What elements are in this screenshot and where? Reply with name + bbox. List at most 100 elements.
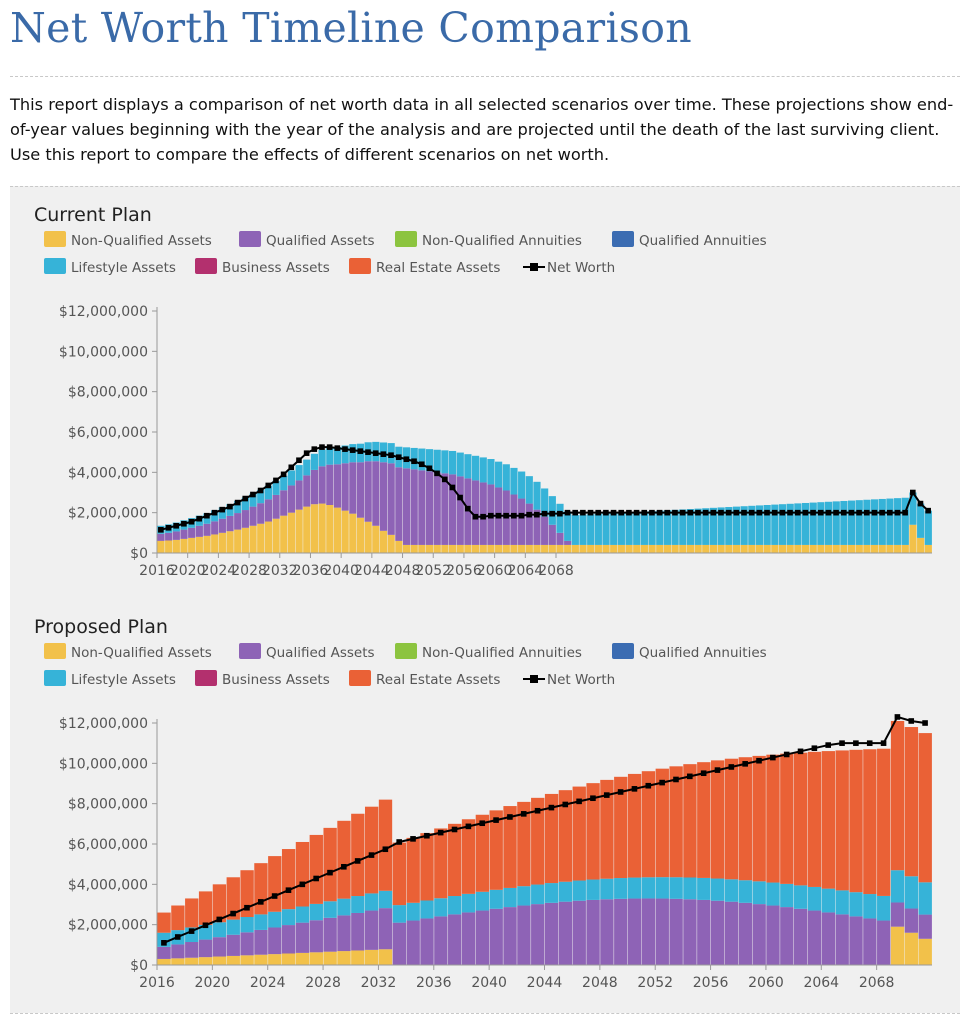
current-net-worth-point (158, 527, 164, 533)
current-bar-lifestyle-assets (525, 476, 533, 504)
current-net-worth-point (303, 450, 310, 456)
proposed-net-worth-point (230, 910, 236, 917)
current-bar-non-qualified-assets (571, 544, 579, 553)
current-net-worth-point (541, 510, 548, 517)
proposed-net-worth-point (216, 916, 223, 923)
proposed-bar-lifestyle-assets (849, 892, 863, 917)
current-net-worth-point (311, 446, 318, 452)
current-bar-lifestyle-assets (809, 502, 817, 545)
current-net-worth-point (810, 509, 816, 516)
current-bar-lifestyle-assets (280, 475, 288, 491)
current-bar-qualified-assets (195, 525, 203, 537)
current-bar-non-qualified-assets (663, 544, 672, 553)
proposed-net-worth-point (451, 826, 458, 833)
proposed-plan-chart: Proposed Plan Non-Qualified Assets Qualifi… (34, 616, 932, 991)
current-bar-qualified-assets (264, 499, 272, 522)
current-bar-qualified-assets (395, 467, 403, 541)
current-net-worth-point (181, 520, 187, 527)
current-bar-non-qualified-assets (778, 544, 787, 553)
proposed-net-worth-point (770, 754, 776, 761)
current-bar-qualified-assets (226, 515, 234, 532)
proposed-net-worth-point (188, 928, 195, 934)
current-net-worth-point (211, 509, 218, 516)
proposed-bar-real-estate-assets (544, 793, 559, 884)
current-net-worth-point (833, 509, 839, 516)
proposed-net-worth-point (922, 720, 928, 726)
current-bar-lifestyle-assets (625, 512, 633, 545)
current-bar-non-qualified-assets (510, 544, 518, 553)
proposed-bar-non-qualified-assets (157, 958, 171, 965)
proposed-bar-lifestyle-assets (198, 924, 213, 940)
bottom-divider (10, 1013, 960, 1014)
proposed-x-tick-label: 2016 (139, 975, 175, 991)
current-bar-lifestyle-assets (763, 505, 771, 545)
current-net-worth-point (902, 509, 908, 516)
current-bar-non-qualified-assets (249, 525, 257, 553)
proposed-net-worth-point (437, 829, 444, 836)
proposed-bar-lifestyle-assets (738, 880, 752, 903)
current-bar-non-qualified-assets (241, 527, 249, 553)
current-bar-non-qualified-assets (763, 544, 771, 553)
current-bar-non-qualified-assets (333, 507, 342, 553)
proposed-net-worth-point (673, 776, 679, 783)
current-legend-item-non-qualified-assets: Non-Qualified Assets (44, 231, 212, 249)
proposed-bar-real-estate-assets (918, 733, 932, 883)
proposed-bar-real-estate-assets (807, 751, 822, 887)
current-bar-qualified-assets (433, 472, 441, 545)
proposed-bar-qualified-assets (323, 917, 337, 952)
proposed-bar-lifestyle-assets (378, 890, 393, 909)
proposed-bar-non-qualified-assets (185, 957, 199, 965)
proposed-y-tick-label: $4,000,000 (68, 877, 148, 893)
current-net-worth-point (480, 513, 486, 520)
proposed-bar-lifestyle-assets (655, 877, 669, 899)
proposed-bar-qualified-assets (517, 905, 531, 965)
current-net-worth-point (641, 509, 648, 516)
current-bar-lifestyle-assets (824, 501, 833, 545)
current-bar-non-qualified-assets (579, 544, 587, 553)
proposed-bar-qualified-assets (226, 934, 240, 956)
current-net-worth-point (196, 515, 203, 522)
proposed-bar-qualified-assets (392, 922, 407, 965)
proposed-legend-item-qualified-annuities: Qualified Annuities (612, 643, 767, 661)
proposed-net-worth-point (479, 820, 486, 827)
proposed-bar-non-qualified-assets (351, 950, 365, 965)
proposed-bar-non-qualified-assets (212, 956, 227, 965)
current-bar-lifestyle-assets (748, 505, 756, 545)
current-bar-non-qualified-assets (617, 544, 625, 553)
proposed-bar-real-estate-assets (655, 768, 669, 878)
current-bar-lifestyle-assets (571, 515, 579, 545)
svg-text:Non-Qualified Annuities: Non-Qualified Annuities (422, 233, 582, 249)
current-net-worth-point (656, 509, 663, 516)
current-x-tick-label: 2028 (231, 563, 267, 579)
current-net-worth-point (395, 454, 402, 461)
current-net-worth-point (779, 509, 786, 516)
current-legend-item-real-estate-assets: Real Estate Assets (349, 258, 500, 276)
proposed-net-worth-point (161, 940, 167, 946)
current-bar-non-qualified-assets (356, 517, 365, 553)
proposed-bar-real-estate-assets (517, 801, 531, 887)
current-bar-non-qualified-assets (234, 529, 242, 553)
proposed-net-worth-point (299, 881, 306, 888)
current-bar-qualified-assets (349, 462, 357, 514)
current-bar-non-qualified-assets (211, 534, 219, 553)
current-bar-qualified-assets (379, 462, 388, 531)
current-bar-lifestyle-assets (533, 481, 541, 510)
current-legend-item-lifestyle-assets: Lifestyle Assets (44, 258, 176, 276)
svg-text:Qualified Assets: Qualified Assets (266, 645, 375, 661)
current-bar-lifestyle-assets (425, 449, 434, 472)
proposed-x-tick-label: 2064 (803, 975, 839, 991)
proposed-bar-real-estate-assets (475, 814, 490, 892)
svg-text:Non-Qualified Assets: Non-Qualified Assets (71, 233, 212, 249)
proposed-bar-real-estate-assets (281, 849, 296, 910)
current-chart-title: Current Plan (34, 204, 152, 226)
proposed-bar-lifestyle-assets (323, 901, 337, 918)
current-x-tick-label: 2052 (415, 563, 451, 579)
current-net-worth-point (449, 484, 456, 491)
proposed-bar-real-estate-assets (461, 819, 476, 894)
current-bar-non-qualified-assets (694, 544, 702, 553)
current-x-tick-label: 2024 (201, 563, 237, 579)
current-net-worth-point (250, 491, 256, 498)
proposed-bar-non-qualified-assets (364, 949, 379, 965)
title-divider (10, 76, 960, 77)
proposed-bar-real-estate-assets (448, 823, 462, 897)
